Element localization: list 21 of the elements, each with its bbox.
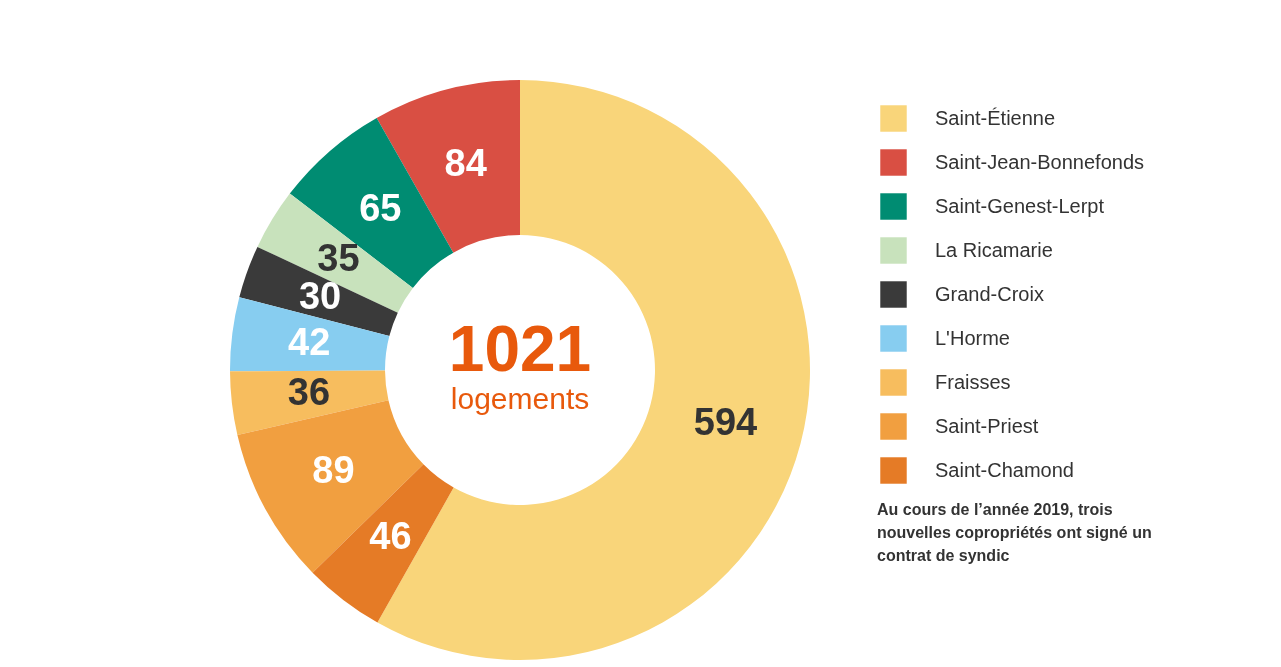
legend-label: L'Horme xyxy=(935,326,1010,349)
text: logements xyxy=(450,382,590,415)
data-label: 42 xyxy=(288,320,331,363)
data-label: 36 xyxy=(287,371,331,414)
data-label: 594 xyxy=(693,401,758,443)
legend-label: Fraisses xyxy=(935,370,1011,393)
legend-label: La Ricamarie xyxy=(935,238,1053,261)
donut-slice xyxy=(257,193,413,313)
data-label: 65 xyxy=(359,186,402,229)
text: Au cours de l’année 2019, trois nouvelles copropriétés ont signé un contrat de syndic xyxy=(877,501,1152,564)
data-label: 84 xyxy=(444,141,487,184)
legend-label: Saint-Chamond xyxy=(935,458,1074,481)
text: 1021 xyxy=(448,313,592,385)
data-label: 89 xyxy=(312,448,355,491)
legend-label: Saint-Jean-Bonnefonds xyxy=(935,150,1145,173)
legend-label: Saint-Étienne xyxy=(935,106,1056,129)
data-label: 46 xyxy=(369,515,412,558)
legend-label: Grand-Croix xyxy=(935,282,1044,305)
legend-label: Saint-Priest xyxy=(935,414,1039,437)
legend-label: Saint-Genest-Lerpt xyxy=(935,194,1105,217)
donut-slice xyxy=(230,370,389,436)
